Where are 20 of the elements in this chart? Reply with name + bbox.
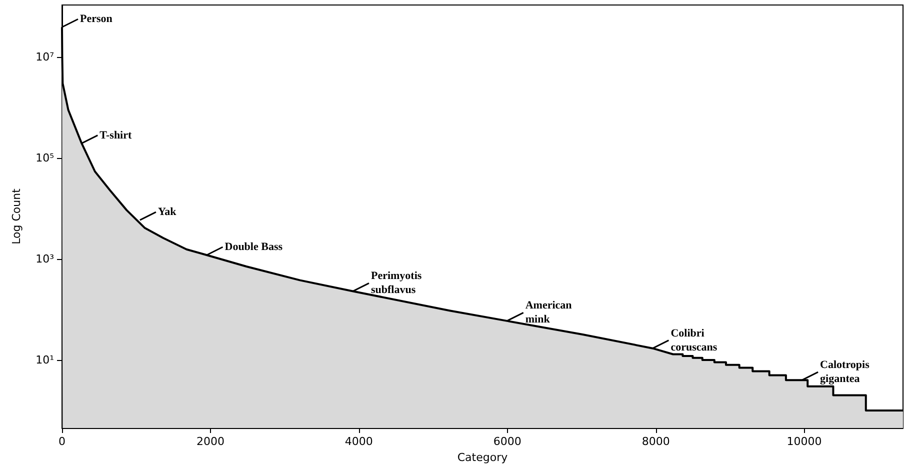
- annotation: Perimyotis subflavus: [370, 270, 422, 296]
- x-tick-label: 4000: [344, 435, 373, 448]
- y-axis-title: Log Count: [10, 188, 23, 244]
- x-axis-title: Category: [457, 450, 508, 464]
- y-tick-label: 10⁵: [36, 151, 54, 164]
- y-tick-label: 10³: [36, 252, 54, 266]
- annotation: T-shirt: [100, 129, 132, 142]
- x-tick-label: 8000: [642, 435, 670, 448]
- y-tick-label: 10¹: [36, 353, 54, 366]
- annotation: Person: [80, 13, 112, 26]
- annotation: Double Bass: [224, 240, 284, 253]
- annotation: American mink: [525, 300, 572, 326]
- y-tick-label: 10⁷: [36, 50, 54, 64]
- annotation: Colibri coruscans: [670, 327, 718, 354]
- x-tick-label: 10000: [786, 435, 822, 448]
- x-tick-label: 0: [58, 435, 66, 448]
- x-tick-label: 6000: [493, 435, 522, 448]
- annotation: Calotropis gigantea: [820, 359, 870, 386]
- x-tick-label: 2000: [196, 435, 224, 448]
- annotation: Yak: [158, 206, 178, 218]
